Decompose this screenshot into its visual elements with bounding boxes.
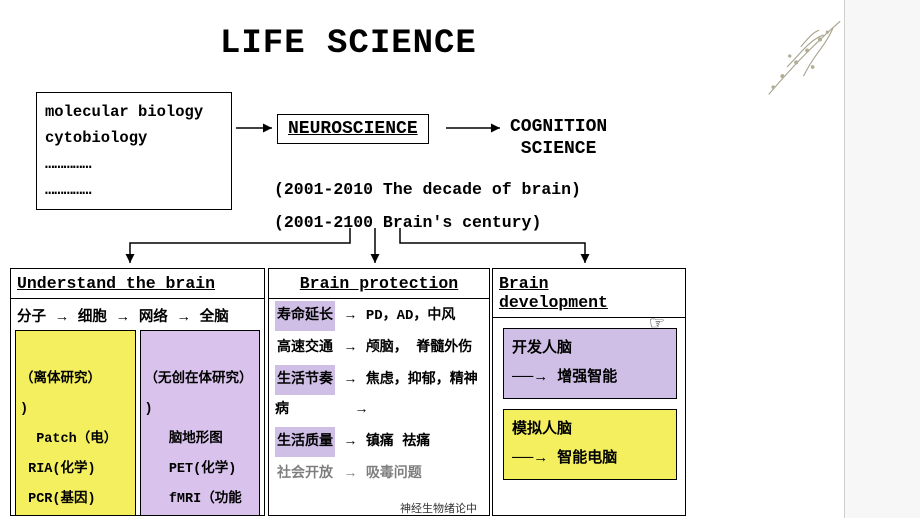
section-development: Brain development ☞ 开发人脑 ──→ 增强智能 模拟人脑 ─… [492, 268, 686, 516]
in-vivo-1: PET(化学) [169, 462, 237, 477]
protection-row: 寿命延长 → PD，AD，中风 [269, 299, 489, 331]
page-title: LIFE SCIENCE [220, 25, 477, 63]
section-protection: Brain protection 寿命延长 → PD，AD，中风高速交通 → 颅… [268, 268, 490, 516]
molecular-l4: …………… [45, 177, 223, 203]
in-vitro-1: RIA(化学) [28, 462, 96, 477]
in-vitro-0: Patch（电） [36, 432, 117, 447]
in-vivo-block: （无创在体研究） ) 脑地形图 PET(化学) fMRI（功能 ) CT(形态) [140, 330, 261, 516]
cognition-l1: COGNITION [510, 116, 607, 138]
understand-chain: 分子 → 细胞 → 网络 → 全脑 [11, 299, 264, 330]
neuroscience-box: NEUROSCIENCE [277, 114, 429, 144]
dev-box1-l1: 开发人脑 [512, 335, 668, 363]
footer-label: 神经生物绪论中 [400, 500, 477, 516]
chain-2: 网络 [139, 310, 168, 326]
pointing-hand-icon: ☞ [649, 313, 665, 335]
molecular-box: molecular biology cytobiology …………… …………… [36, 92, 232, 210]
protection-row: 病 → [269, 395, 489, 425]
in-vivo-title: （无创在体研究） [145, 372, 253, 387]
century-label: (2001-2100 Brain's century) [274, 213, 541, 232]
dev-box-2: 模拟人脑 ──→ 智能电脑 [503, 409, 677, 480]
in-vitro-2: PCR(基因) [28, 492, 96, 507]
chain-3: 全脑 [200, 310, 229, 326]
dev-box2-l2: ──→ 智能电脑 [512, 444, 668, 473]
protection-row: 高速交通 → 颅脑， 脊髓外伤 [269, 331, 489, 363]
in-vivo-0: 脑地形图 [169, 432, 223, 447]
section-understand: Understand the brain 分子 → 细胞 → 网络 → 全脑 （… [10, 268, 265, 516]
molecular-l2: cytobiology [45, 125, 223, 151]
arrow-icon: → [116, 309, 131, 325]
protection-rows: 寿命延长 → PD，AD，中风高速交通 → 颅脑， 脊髓外伤生活节奏 → 焦虑，… [269, 299, 489, 489]
dev-box2-l2-text: 智能电脑 [557, 450, 617, 467]
dev-box-1: 开发人脑 ──→ 增强智能 [503, 328, 677, 399]
molecular-l1: molecular biology [45, 99, 223, 125]
branch-decoration-icon [732, 12, 842, 122]
section-development-header: Brain development [493, 269, 685, 318]
in-vitro-title: （离体研究） [20, 372, 101, 387]
arrow-icon: → [177, 309, 192, 325]
dev-box1-l2: ──→ 增强智能 [512, 363, 668, 392]
cognition-l2: SCIENCE [510, 138, 607, 160]
cognition-label: COGNITION SCIENCE [510, 116, 607, 160]
sidebar-panel [845, 0, 920, 518]
chain-1: 细胞 [78, 310, 107, 326]
understand-columns: （离体研究） ) Patch（电） RIA(化学) PCR(基因) ) Conf… [11, 330, 264, 516]
dev-box1-l2-text: 增强智能 [557, 369, 617, 386]
slide-canvas: LIFE SCIENCE molecular biology cytobiolo… [0, 0, 845, 518]
in-vitro-block: （离体研究） ) Patch（电） RIA(化学) PCR(基因) ) Conf… [15, 330, 136, 516]
arrow-icon: → [55, 309, 70, 325]
in-vivo-2: fMRI（功能 [169, 492, 242, 507]
protection-row: 生活质量 → 镇痛 祛痛 [269, 425, 489, 457]
molecular-l3: …………… [45, 151, 223, 177]
section-protection-header: Brain protection [269, 269, 489, 299]
dev-box2-l1: 模拟人脑 [512, 416, 668, 444]
protection-row: 社会开放 → 吸毒问题 [269, 457, 489, 489]
decade-label: (2001-2010 The decade of brain) [274, 180, 581, 199]
protection-row: 生活节奏 → 焦虑，抑郁，精神 [269, 363, 489, 395]
chain-0: 分子 [17, 310, 46, 326]
section-understand-header: Understand the brain [11, 269, 264, 299]
